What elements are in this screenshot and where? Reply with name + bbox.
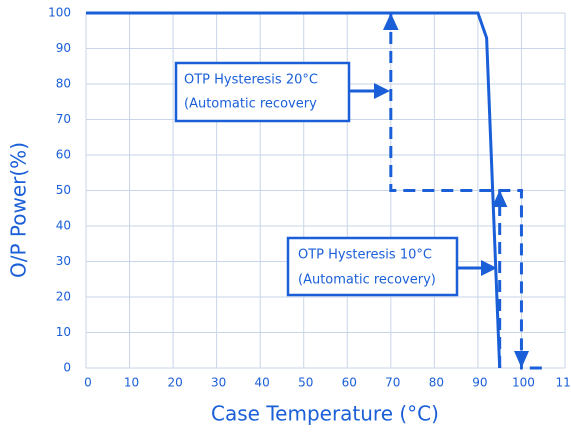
x-tick-label: 80 — [429, 376, 444, 390]
x-tick-label: 20 — [167, 376, 182, 390]
arrow-head — [383, 13, 399, 30]
series-line — [389, 13, 544, 370]
y-tick-label: 90 — [56, 41, 71, 55]
annotation-text: OTP Hysteresis 20°C — [184, 73, 318, 88]
annotation-text: (Automatic recovery) — [298, 273, 436, 288]
x-tick-label: 90 — [472, 376, 487, 390]
y-tick-label: 70 — [56, 112, 71, 126]
annotation-text: OTP Hysteresis 10°C — [298, 248, 432, 263]
x-tick-label: 110 — [556, 376, 571, 390]
y-tick-label: 80 — [56, 77, 71, 91]
annotation-text: (Automatic recovery — [184, 97, 317, 112]
x-tick-label: 10 — [124, 376, 139, 390]
x-tick-label: 40 — [255, 376, 270, 390]
y-tick-label: 40 — [56, 219, 71, 233]
arrow-head — [481, 260, 497, 276]
y-tick-label: 100 — [48, 6, 71, 20]
x-tick-label: 60 — [342, 376, 357, 390]
y-tick-label: 10 — [56, 325, 71, 339]
y-tick-label: 20 — [56, 290, 71, 304]
series-line — [86, 11, 502, 369]
x-tick-label: 30 — [211, 376, 226, 390]
lines — [86, 11, 544, 370]
x-tick-label: 100 — [512, 376, 535, 390]
y-tick-label: 0 — [63, 361, 71, 375]
y-tick-label: 60 — [56, 148, 71, 162]
x-axis-label: Case Temperature (°C) — [211, 402, 439, 426]
x-tick-label: 50 — [298, 376, 313, 390]
arrow-head — [514, 351, 529, 368]
annotation-box — [174, 61, 351, 123]
x-tick-label: 70 — [385, 376, 400, 390]
y-tick-label: 30 — [56, 254, 71, 268]
y-axis-label: O/P Power(%) — [7, 142, 31, 278]
y-tick-label: 50 — [56, 183, 71, 197]
arrow-head — [492, 190, 508, 207]
x-tick-label: 0 — [84, 376, 92, 390]
arrow-head — [374, 83, 390, 99]
